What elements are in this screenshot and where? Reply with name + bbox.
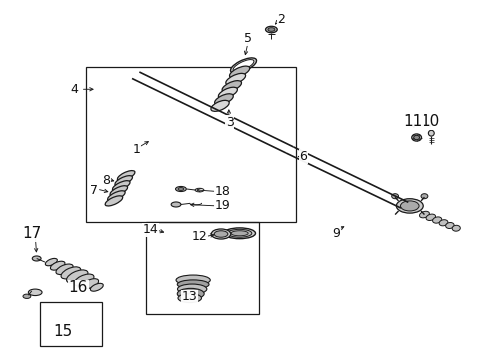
Ellipse shape <box>214 231 227 237</box>
Ellipse shape <box>107 191 125 201</box>
Ellipse shape <box>23 294 31 298</box>
Ellipse shape <box>61 267 81 279</box>
Ellipse shape <box>178 293 201 302</box>
Ellipse shape <box>400 201 418 211</box>
Ellipse shape <box>395 199 422 213</box>
Text: 18: 18 <box>214 185 230 198</box>
Ellipse shape <box>74 274 94 286</box>
Text: 5: 5 <box>244 32 252 45</box>
Ellipse shape <box>445 222 453 229</box>
Ellipse shape <box>214 94 233 105</box>
Ellipse shape <box>419 211 428 218</box>
Ellipse shape <box>45 258 57 266</box>
Text: 11: 11 <box>403 114 422 129</box>
Text: 9: 9 <box>332 227 340 240</box>
Text: 8: 8 <box>102 174 110 186</box>
Ellipse shape <box>230 231 247 236</box>
Text: 15: 15 <box>53 324 72 339</box>
Ellipse shape <box>112 181 130 191</box>
Ellipse shape <box>66 270 88 283</box>
Ellipse shape <box>177 284 206 294</box>
Ellipse shape <box>438 220 447 226</box>
Ellipse shape <box>90 283 103 291</box>
Text: 6: 6 <box>299 150 306 163</box>
Text: 17: 17 <box>22 226 41 241</box>
Ellipse shape <box>110 186 127 196</box>
Text: 16: 16 <box>68 280 88 296</box>
Ellipse shape <box>229 66 249 78</box>
Circle shape <box>420 194 427 199</box>
Ellipse shape <box>210 100 229 111</box>
Ellipse shape <box>82 279 99 289</box>
Text: 13: 13 <box>182 291 197 303</box>
Ellipse shape <box>265 26 277 33</box>
Ellipse shape <box>171 202 181 207</box>
Ellipse shape <box>227 229 251 237</box>
Ellipse shape <box>267 28 274 31</box>
Text: 2: 2 <box>277 13 285 26</box>
Ellipse shape <box>211 229 230 239</box>
Ellipse shape <box>50 261 65 270</box>
Ellipse shape <box>218 87 237 99</box>
Ellipse shape <box>230 58 256 73</box>
Text: 1: 1 <box>133 143 141 156</box>
Text: 19: 19 <box>214 199 230 212</box>
Ellipse shape <box>117 171 135 181</box>
Ellipse shape <box>176 275 210 285</box>
Ellipse shape <box>28 289 42 296</box>
Ellipse shape <box>451 225 459 231</box>
Text: 12: 12 <box>191 230 207 243</box>
Ellipse shape <box>115 176 132 186</box>
Ellipse shape <box>177 280 208 289</box>
Ellipse shape <box>223 228 255 239</box>
Ellipse shape <box>178 188 183 190</box>
Ellipse shape <box>175 186 186 192</box>
Ellipse shape <box>105 196 122 206</box>
Text: 4: 4 <box>70 83 78 96</box>
Ellipse shape <box>427 130 433 136</box>
Ellipse shape <box>425 214 435 221</box>
Circle shape <box>391 194 398 199</box>
Ellipse shape <box>411 134 421 141</box>
Text: 14: 14 <box>142 223 158 236</box>
Ellipse shape <box>225 73 245 85</box>
Ellipse shape <box>233 59 253 72</box>
Text: 10: 10 <box>420 114 439 129</box>
Ellipse shape <box>177 288 204 299</box>
Ellipse shape <box>32 256 41 261</box>
Ellipse shape <box>413 135 419 140</box>
Ellipse shape <box>222 81 241 92</box>
Text: 7: 7 <box>90 184 98 197</box>
Ellipse shape <box>56 264 73 275</box>
Text: 3: 3 <box>225 116 233 129</box>
Ellipse shape <box>432 217 441 223</box>
